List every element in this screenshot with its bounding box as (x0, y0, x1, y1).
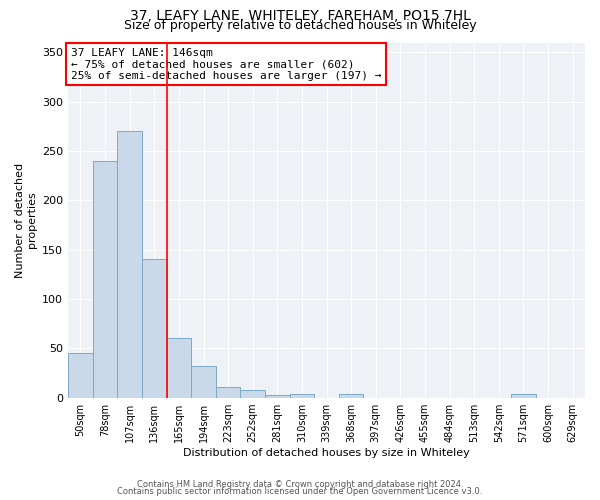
Bar (68, 353, 93, 398)
Bar (118, 132, 142, 398)
Text: Contains public sector information licensed under the Open Government Licence v3: Contains public sector information licen… (118, 487, 482, 496)
Bar (290, 394, 314, 398)
Text: 37 LEAFY LANE: 146sqm
← 75% of detached houses are smaller (602)
25% of semi-det: 37 LEAFY LANE: 146sqm ← 75% of detached … (71, 48, 381, 81)
Bar (241, 390, 265, 398)
Text: Size of property relative to detached houses in Whiteley: Size of property relative to detached ho… (124, 19, 476, 32)
Bar (142, 260, 167, 398)
X-axis label: Distribution of detached houses by size in Whiteley: Distribution of detached houses by size … (183, 448, 470, 458)
Y-axis label: Number of detached
properties: Number of detached properties (15, 162, 37, 278)
Text: 37, LEAFY LANE, WHITELEY, FAREHAM, PO15 7HL: 37, LEAFY LANE, WHITELEY, FAREHAM, PO15 … (130, 9, 470, 23)
Bar (167, 338, 191, 398)
Bar (265, 394, 290, 398)
Bar (511, 394, 536, 398)
Bar (191, 366, 216, 398)
Bar (216, 386, 241, 398)
Bar (93, 161, 118, 398)
Text: Contains HM Land Registry data © Crown copyright and database right 2024.: Contains HM Land Registry data © Crown c… (137, 480, 463, 489)
Bar (339, 394, 364, 398)
